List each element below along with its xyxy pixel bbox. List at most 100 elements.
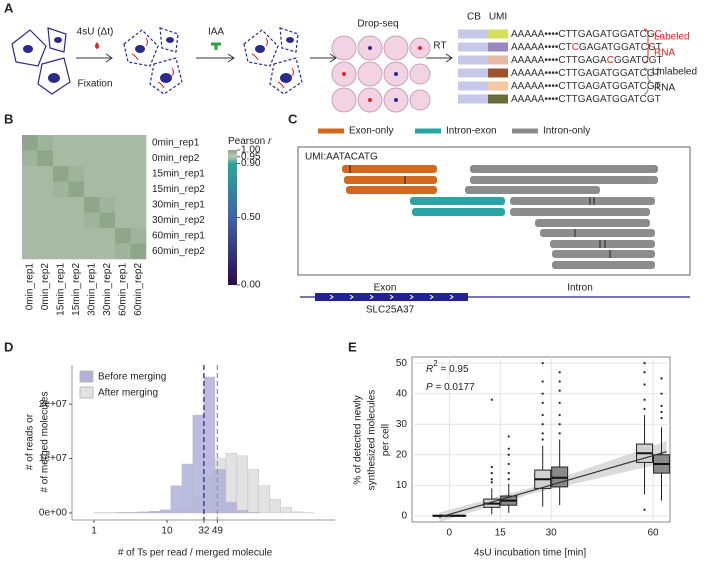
sequence-part: C [655, 29, 662, 40]
x-tick-label: 0 [447, 528, 453, 539]
gene-exon [315, 293, 468, 301]
y-axis-label: per cell [381, 424, 392, 456]
unlabeled-label: Unlabeled [652, 67, 697, 78]
column-label: 60min_rep2 [133, 263, 144, 316]
p-value-text: = 0.0177 [433, 382, 475, 393]
intron-label: Intron [567, 283, 593, 294]
read [344, 176, 437, 184]
y-tick-label: 10 [396, 480, 408, 491]
outlier [558, 423, 561, 426]
heatmap-cell [53, 181, 69, 198]
histogram-bar [247, 512, 260, 514]
row-label: 60min_rep1 [152, 230, 205, 241]
sequence-part: GAGATGGATCGT [579, 42, 662, 53]
heatmap-cell [130, 166, 147, 182]
heatmap-cell [53, 212, 69, 229]
column-label: 30min_rep1 [86, 263, 97, 316]
t-mark [349, 165, 611, 258]
column-label: 0min_rep2 [40, 263, 51, 311]
panel-label: A [4, 0, 14, 15]
heatmap-cell [130, 212, 147, 229]
heatmap-cell [68, 150, 85, 167]
arrow [76, 53, 113, 63]
p-symbol: P [426, 382, 433, 393]
umi-barcode [488, 94, 508, 104]
outlier [507, 453, 510, 456]
4su-icon [95, 42, 99, 49]
row-label: 15min_rep1 [152, 168, 205, 179]
sequence-part: GGATCGT [614, 55, 663, 66]
outlier [541, 380, 544, 383]
read [470, 176, 658, 184]
heatmap-cell [37, 135, 54, 151]
arrow [310, 53, 337, 63]
y-tick-label: 0 [401, 511, 407, 522]
sequence-part: AAAAA••••CTTGAGATGGATCGT [511, 94, 661, 105]
x-tick-label: 32 [198, 526, 210, 537]
colorbar-tick-label: 0.95 [241, 151, 261, 162]
histogram-bar [203, 376, 216, 514]
heatmap-cell [115, 166, 131, 182]
read [342, 165, 437, 173]
heatmap-cell [37, 197, 54, 213]
panel-label: E [348, 339, 357, 354]
cell-barcode [458, 81, 488, 91]
umi-barcode [488, 29, 508, 39]
r-squared: R2 = 0.95 [426, 359, 469, 375]
outlier [643, 398, 646, 401]
histogram-bar [181, 463, 194, 514]
heatmap-cell [99, 243, 116, 260]
column-label: 15min_rep1 [55, 263, 66, 316]
row-label: 0min_rep2 [152, 153, 200, 164]
histogram-bar [280, 507, 292, 514]
p-value: P = 0.0177 [426, 382, 475, 393]
x-tick-label: 60 [647, 528, 659, 539]
labeled-label: RNA [654, 48, 675, 59]
y-tick-label: 1e+07 [39, 453, 68, 464]
umi-barcode [488, 68, 508, 78]
heatmap-cell [22, 243, 38, 260]
step-label: 4sU (Δt) [77, 27, 114, 38]
outlier [660, 417, 663, 420]
outlier [541, 432, 544, 435]
heatmap-cell [68, 243, 85, 260]
unlabeled-label: RNA [654, 83, 675, 94]
exon-label: Exon [374, 283, 397, 294]
heatmap-cell [84, 181, 100, 198]
outlier [490, 465, 493, 469]
x-tick-label: 15 [495, 528, 507, 539]
legend-swatch [79, 370, 94, 383]
heatmap-cell [68, 166, 85, 182]
sequence: AAAAA••••CTTGAGACGGATCGT [511, 55, 663, 66]
sequence-part: AAAAA••••CT [511, 42, 572, 53]
outlier [643, 383, 646, 386]
cell-barcode [458, 42, 488, 52]
droplet-contents [342, 46, 422, 102]
heatmap-cell [22, 181, 38, 198]
colorbar-tick-label: 1.00 [241, 145, 261, 156]
heatmap-cell [68, 181, 85, 198]
heatmap-cell [22, 228, 38, 244]
outlier [660, 377, 663, 380]
outlier [558, 413, 561, 417]
column-label: 60min_rep1 [117, 263, 128, 316]
sequence: AAAAA••••CTTGAGATGGATCGC [511, 29, 662, 40]
cells-illustration [11, 27, 71, 95]
heatmap-cell [53, 197, 69, 213]
outlier [490, 478, 493, 481]
heatmap-cell [37, 150, 54, 167]
legend-swatch [79, 386, 94, 399]
cells-illustration [123, 27, 183, 95]
histogram-bar [148, 511, 161, 514]
y-tick-label: 50 [396, 358, 408, 369]
heatmap-cell [115, 181, 131, 198]
heatmap-cell [99, 181, 116, 198]
heatmap-cell [37, 212, 54, 229]
y-tick-label: 30 [396, 419, 408, 430]
outlier [643, 508, 646, 511]
outlier [507, 478, 510, 481]
cells-illustration [243, 27, 303, 95]
histogram-bar [236, 455, 249, 514]
y-tick-label: 2e+07 [39, 399, 68, 410]
